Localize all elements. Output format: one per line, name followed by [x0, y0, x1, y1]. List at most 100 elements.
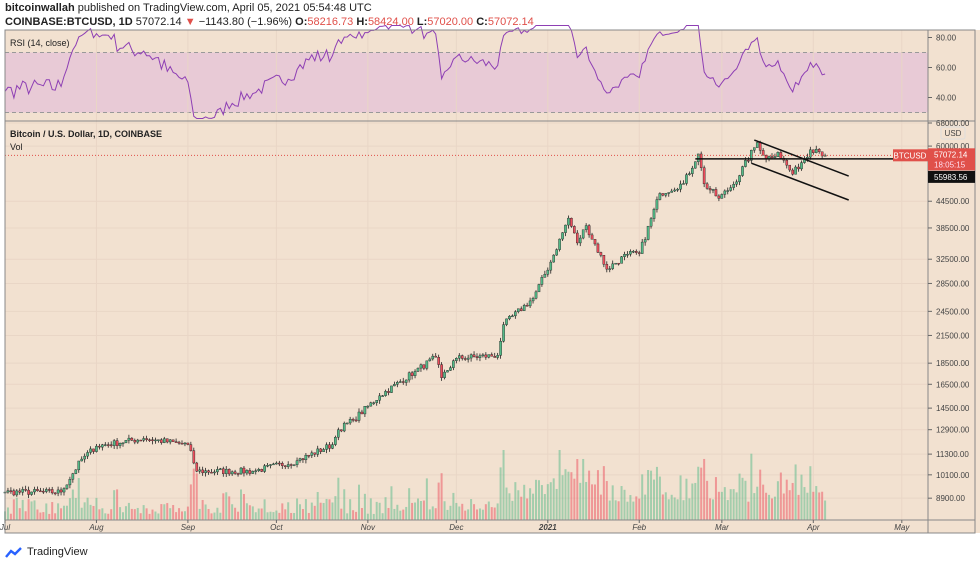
- candle-body: [24, 489, 27, 491]
- candle-body: [195, 462, 199, 472]
- volume-bar: [567, 471, 570, 520]
- volume-bar: [520, 496, 523, 520]
- candle-body: [236, 473, 240, 475]
- volume-bar: [576, 459, 579, 520]
- volume-bar: [803, 487, 806, 520]
- price-tick-label: 14500.00: [936, 404, 970, 413]
- candle-body: [797, 166, 800, 170]
- volume-bar: [481, 509, 484, 520]
- volume-bar: [242, 494, 245, 520]
- volume-bar: [514, 482, 517, 520]
- volume-bar: [782, 493, 785, 520]
- candle-body: [581, 229, 585, 239]
- volume-bar: [110, 509, 113, 520]
- volume-bar: [281, 503, 284, 520]
- volume-bar: [661, 494, 664, 520]
- candle-body: [307, 454, 311, 457]
- candle-body: [316, 448, 320, 455]
- volume-bar: [443, 501, 446, 520]
- candle-body: [490, 354, 494, 357]
- candle-body: [263, 465, 266, 472]
- candle-body: [204, 470, 207, 474]
- volume-bar: [375, 501, 378, 520]
- last-price-tag-text: 57072.14: [934, 150, 968, 159]
- candle-body: [340, 429, 343, 432]
- volume-bar: [390, 486, 393, 520]
- volume-bar: [65, 505, 68, 520]
- volume-bar: [540, 485, 543, 520]
- volume-bar: [51, 502, 54, 520]
- candle-body: [481, 354, 485, 357]
- price-tick-label: 44500.00: [936, 197, 970, 206]
- volume-bar: [325, 498, 328, 520]
- candle-body: [437, 357, 440, 365]
- candle-body: [162, 438, 166, 443]
- volume-bar: [785, 479, 788, 520]
- candle-body: [463, 358, 467, 360]
- candle-body: [705, 183, 709, 189]
- rsi-band: [5, 52, 928, 113]
- tradingview-logo-icon: [5, 547, 22, 558]
- time-tick-label: Oct: [270, 523, 283, 532]
- candle-body: [157, 439, 160, 441]
- candle-body: [455, 358, 458, 361]
- price-tick-label: 32500.00: [936, 255, 970, 264]
- candle-body: [561, 232, 564, 240]
- candle-body: [726, 190, 730, 192]
- candle-body: [313, 452, 317, 455]
- volume-bar: [812, 491, 815, 520]
- candle-body: [227, 468, 231, 475]
- time-tick-label: Nov: [361, 523, 376, 532]
- volume-bar: [116, 489, 119, 520]
- open-value: 58216.73: [307, 16, 354, 28]
- candle-body: [652, 209, 656, 219]
- candle-body: [741, 166, 744, 176]
- candle-body: [216, 469, 219, 473]
- volume-bar: [771, 498, 773, 520]
- candle-body: [584, 225, 588, 230]
- candle-body: [154, 439, 157, 442]
- volume-bar: [414, 502, 417, 520]
- candle-body: [251, 471, 255, 474]
- volume-bar: [352, 510, 355, 520]
- volume-bar: [68, 498, 71, 520]
- volume-label: Vol: [10, 142, 23, 152]
- volume-bar: [154, 511, 157, 520]
- candle-body: [74, 469, 78, 474]
- volume-bar: [487, 501, 490, 520]
- volume-bar: [319, 502, 322, 520]
- volume-bar: [691, 483, 694, 520]
- candle-body: [239, 467, 243, 475]
- candle-body: [555, 249, 558, 256]
- candle-body: [422, 364, 426, 369]
- volume-bar: [384, 497, 387, 520]
- candle-body: [522, 305, 526, 311]
- volume-bar: [113, 490, 116, 520]
- volume-bar: [419, 500, 422, 520]
- candle-body: [452, 360, 455, 368]
- volume-bar: [700, 467, 703, 520]
- volume-bar: [228, 496, 231, 520]
- tradingview-logo[interactable]: TradingView: [5, 546, 88, 558]
- candle-body: [599, 252, 603, 256]
- candle-body: [546, 269, 550, 275]
- volume-bar: [222, 493, 225, 520]
- author[interactable]: bitcoinwallah: [5, 2, 75, 14]
- volume-bar: [428, 509, 431, 520]
- candle-body: [9, 490, 13, 492]
- price-tick-label: 60000.00: [936, 142, 970, 151]
- volume-bar: [664, 492, 667, 520]
- volume-bar: [694, 482, 697, 520]
- volume-bar: [744, 480, 747, 520]
- volume-bar: [148, 513, 151, 520]
- volume-bar: [172, 505, 175, 520]
- volume-bar: [499, 467, 502, 520]
- candle-body: [661, 193, 665, 196]
- volume-bar: [343, 489, 346, 520]
- volume-bar: [449, 505, 452, 520]
- volume-bar: [535, 479, 537, 520]
- candle-body: [89, 448, 92, 453]
- volume-bar: [532, 493, 535, 520]
- candle-body: [469, 354, 473, 359]
